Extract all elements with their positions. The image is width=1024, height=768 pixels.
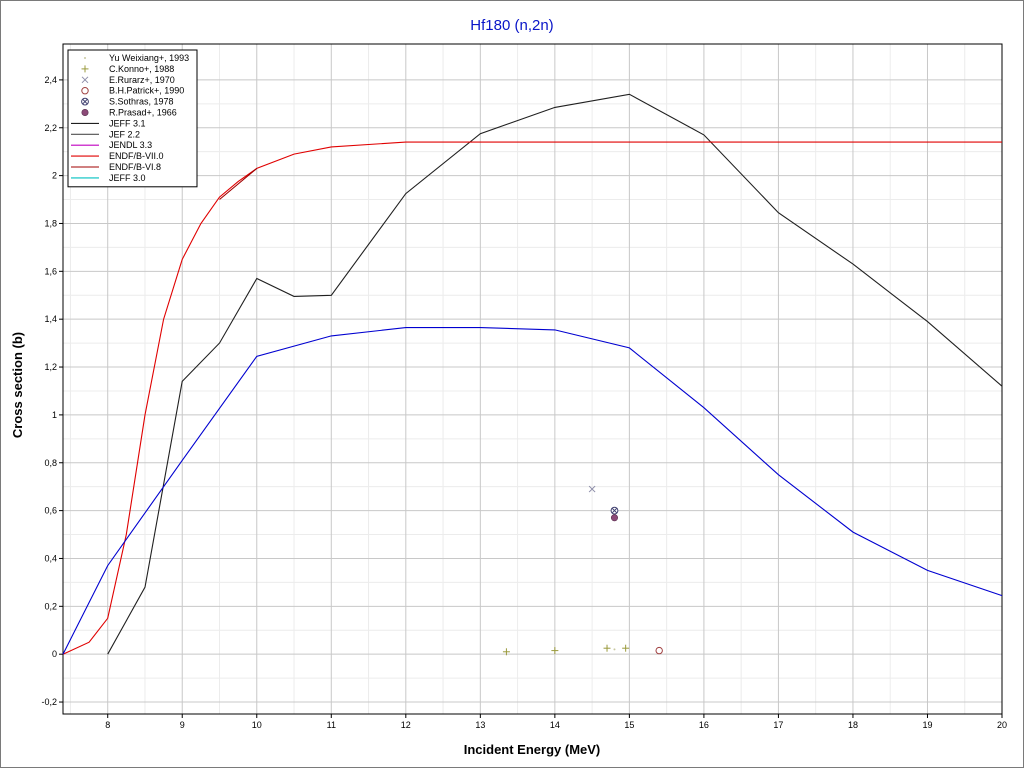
legend-marker xyxy=(81,97,89,106)
data-point xyxy=(655,646,663,655)
data-point xyxy=(502,648,510,656)
x-tick-label: 13 xyxy=(475,720,485,730)
y-tick-label: 2,2 xyxy=(44,123,57,133)
legend-item: B.H.Patrick+, 1990 xyxy=(81,86,184,96)
x-tick-label: 8 xyxy=(105,720,110,730)
y-axis-ticks: -0,2 0 0,2 0,4 0,6 0,8 1 1,2 1,4 1,6 1,8 2 2,2 2,4 xyxy=(41,75,63,707)
legend-label: B.H.Patrick+, 1990 xyxy=(109,86,184,96)
y-tick-label: -0,2 xyxy=(41,697,57,707)
series-line xyxy=(62,327,1003,655)
y-tick-label: 0 xyxy=(52,649,57,659)
legend-item: Yu Weixiang+, 1993 xyxy=(84,53,189,63)
y-tick-label: 1,8 xyxy=(44,218,57,228)
x-tick-label: 14 xyxy=(550,720,560,730)
series-line xyxy=(219,167,258,200)
x-axis-ticks: 8 9 10 11 12 13 14 15 16 17 18 19 20 xyxy=(105,714,1007,730)
data-point xyxy=(610,506,619,515)
data-point xyxy=(610,514,618,522)
legend-label: ENDF/B-VII.0 xyxy=(109,151,164,161)
x-tick-label: 19 xyxy=(922,720,932,730)
x-axis-label: Incident Energy (MeV) xyxy=(464,742,601,757)
y-axis-label: Cross section (b) xyxy=(10,332,25,438)
series-line xyxy=(107,93,1003,655)
x-tick-label: 17 xyxy=(773,720,783,730)
x-tick-label: 11 xyxy=(327,720,336,730)
legend-item: JENDL 3.3 xyxy=(71,140,152,150)
legend-label: ENDF/B-VI.8 xyxy=(109,162,161,172)
y-tick-label: 0,8 xyxy=(44,458,57,468)
legend-label: JEFF 3.0 xyxy=(109,173,146,183)
series-line xyxy=(62,141,1002,655)
y-tick-label: 1,6 xyxy=(44,266,57,276)
legend-marker xyxy=(81,87,89,95)
legend-label: JEF 2.2 xyxy=(109,129,140,139)
data-point xyxy=(588,485,596,493)
x-tick-label: 16 xyxy=(699,720,709,730)
data-point xyxy=(613,648,616,651)
legend-marker xyxy=(81,65,89,73)
legend-item: C.Konno+, 1988 xyxy=(81,64,174,74)
data-point xyxy=(551,647,559,655)
y-tick-label: 2,4 xyxy=(44,75,57,85)
data-point xyxy=(622,644,630,652)
y-tick-label: 1,4 xyxy=(44,314,57,324)
legend-item: JEF 2.2 xyxy=(71,129,140,139)
data-points xyxy=(502,485,663,656)
legend-item: S.Sothras, 1978 xyxy=(81,97,174,107)
x-tick-label: 10 xyxy=(252,720,262,730)
x-tick-label: 20 xyxy=(997,720,1007,730)
legend-marker xyxy=(81,76,89,84)
legend-item: JEFF 3.0 xyxy=(71,173,146,183)
legend-item: ENDF/B-VII.0 xyxy=(71,151,164,161)
legend-label: R.Prasad+, 1966 xyxy=(109,108,177,118)
data-point xyxy=(603,644,611,652)
x-tick-label: 15 xyxy=(624,720,634,730)
legend-marker xyxy=(84,57,86,59)
legend-label: JEFF 3.1 xyxy=(109,118,146,128)
legend-marker xyxy=(81,109,89,117)
legend-item: E.Rurarz+, 1970 xyxy=(81,75,175,85)
legend-item: ENDF/B-VI.8 xyxy=(71,162,161,172)
legend-item: JEFF 3.1 xyxy=(71,118,146,128)
y-tick-label: 1 xyxy=(52,410,57,420)
plot-area xyxy=(62,43,1003,715)
legend-label: C.Konno+, 1988 xyxy=(109,64,174,74)
chart-title: Hf180 (n,2n) xyxy=(470,17,553,34)
series-lines xyxy=(62,93,1003,655)
legend-item: R.Prasad+, 1966 xyxy=(81,108,177,118)
legend-label: Yu Weixiang+, 1993 xyxy=(109,53,189,63)
y-tick-label: 0,6 xyxy=(44,506,57,516)
x-tick-label: 9 xyxy=(180,720,185,730)
legend-label: E.Rurarz+, 1970 xyxy=(109,75,175,85)
y-tick-label: 0,4 xyxy=(44,553,57,563)
x-tick-label: 18 xyxy=(848,720,858,730)
y-tick-label: 1,2 xyxy=(44,362,57,372)
x-tick-label: 12 xyxy=(401,720,411,730)
y-tick-label: 2 xyxy=(52,171,57,181)
y-tick-label: 0,2 xyxy=(44,601,57,611)
legend-label: S.Sothras, 1978 xyxy=(109,97,174,107)
legend-label: JENDL 3.3 xyxy=(109,140,152,150)
legend-box xyxy=(67,49,198,188)
